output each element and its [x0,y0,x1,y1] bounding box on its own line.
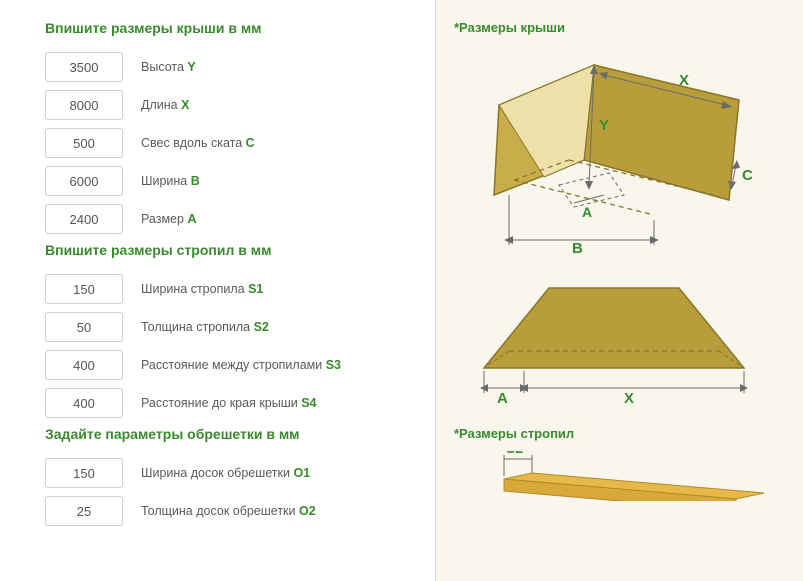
input-rafter-s1[interactable] [45,274,123,304]
svg-text:A: A [497,390,508,407]
input-rafter-s3[interactable] [45,350,123,380]
input-panel: Впишите размеры крыши в мм Высота Y Длин… [0,0,435,581]
field-row: Свес вдоль ската C [45,128,415,158]
field-row: Расстояние между стропилами S3 [45,350,415,380]
svg-text:A: A [582,204,592,220]
input-length-x[interactable] [45,90,123,120]
field-label: Расстояние до края крыши S4 [141,396,317,410]
field-label: Длина X [141,98,189,112]
diagram-caption-roof: *Размеры крыши [454,20,785,35]
svg-text:X: X [679,72,689,89]
field-label: Ширина досок обрешетки O1 [141,466,310,480]
field-label: Толщина досок обрешетки O2 [141,504,316,518]
input-sheathing-o2[interactable] [45,496,123,526]
field-row: Размер A [45,204,415,234]
input-rafter-s4[interactable] [45,388,123,418]
input-height-y[interactable] [45,52,123,82]
field-label: Расстояние между стропилами S3 [141,358,341,372]
svg-text:S2: S2 [506,451,523,456]
field-row: Толщина стропила S2 [45,312,415,342]
field-label: Свес вдоль ската C [141,136,255,150]
section-heading-rafters: Впишите размеры стропил в мм [45,242,415,258]
diagram-caption-rafter: *Размеры стропил [454,426,785,441]
section-heading-roof: Впишите размеры крыши в мм [45,20,415,36]
field-row: Высота Y [45,52,415,82]
field-row: Ширина стропила S1 [45,274,415,304]
input-sheathing-o1[interactable] [45,458,123,488]
diagram-roof-3d: Y X C A B [454,45,785,255]
svg-text:B: B [572,240,583,255]
svg-text:Y: Y [599,117,609,134]
input-size-a[interactable] [45,204,123,234]
diagram-roof-front: A X [454,273,785,408]
input-rafter-s2[interactable] [45,312,123,342]
diagram-panel: *Размеры крыши Y X [435,0,803,581]
field-label: Высота Y [141,60,196,74]
svg-text:X: X [624,390,634,407]
input-width-b[interactable] [45,166,123,196]
field-label: Ширина стропила S1 [141,282,263,296]
field-row: Ширина B [45,166,415,196]
field-row: Толщина досок обрешетки O2 [45,496,415,526]
field-label: Ширина B [141,174,200,188]
section-heading-sheathing: Задайте параметры обрешетки в мм [45,426,415,442]
svg-text:C: C [742,167,753,184]
diagram-rafter: S2 [454,451,785,501]
field-row: Расстояние до края крыши S4 [45,388,415,418]
field-label: Размер A [141,212,196,226]
input-overhang-c[interactable] [45,128,123,158]
field-label: Толщина стропила S2 [141,320,269,334]
field-row: Длина X [45,90,415,120]
field-row: Ширина досок обрешетки O1 [45,458,415,488]
